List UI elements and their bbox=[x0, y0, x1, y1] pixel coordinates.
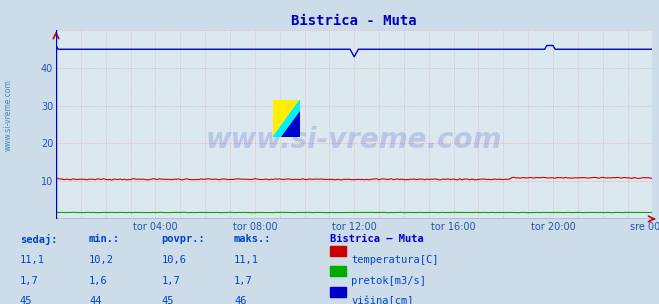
Text: maks.:: maks.: bbox=[234, 234, 272, 244]
Text: Bistrica – Muta: Bistrica – Muta bbox=[330, 234, 423, 244]
Bar bbox=[330, 287, 346, 297]
Polygon shape bbox=[273, 100, 300, 137]
Text: 45: 45 bbox=[161, 296, 174, 304]
Text: 46: 46 bbox=[234, 296, 246, 304]
Polygon shape bbox=[273, 100, 300, 137]
Text: 10,2: 10,2 bbox=[89, 255, 114, 265]
Text: 45: 45 bbox=[20, 296, 32, 304]
Text: 11,1: 11,1 bbox=[20, 255, 45, 265]
Text: 1,7: 1,7 bbox=[161, 275, 180, 285]
Text: www.si-vreme.com: www.si-vreme.com bbox=[3, 80, 13, 151]
Bar bbox=[330, 246, 346, 256]
Text: www.si-vreme.com: www.si-vreme.com bbox=[206, 126, 502, 154]
Text: 11,1: 11,1 bbox=[234, 255, 259, 265]
Text: 1,6: 1,6 bbox=[89, 275, 107, 285]
Text: 1,7: 1,7 bbox=[234, 275, 252, 285]
Text: sedaj:: sedaj: bbox=[20, 234, 57, 245]
Polygon shape bbox=[281, 111, 300, 137]
Text: temperatura[C]: temperatura[C] bbox=[351, 255, 439, 265]
Text: pretok[m3/s]: pretok[m3/s] bbox=[351, 275, 426, 285]
Text: 44: 44 bbox=[89, 296, 101, 304]
Text: min.:: min.: bbox=[89, 234, 120, 244]
Text: 1,7: 1,7 bbox=[20, 275, 38, 285]
Text: 10,6: 10,6 bbox=[161, 255, 186, 265]
Bar bbox=[330, 266, 346, 276]
Title: Bistrica - Muta: Bistrica - Muta bbox=[291, 14, 417, 28]
Text: višina[cm]: višina[cm] bbox=[351, 296, 414, 304]
Text: povpr.:: povpr.: bbox=[161, 234, 205, 244]
